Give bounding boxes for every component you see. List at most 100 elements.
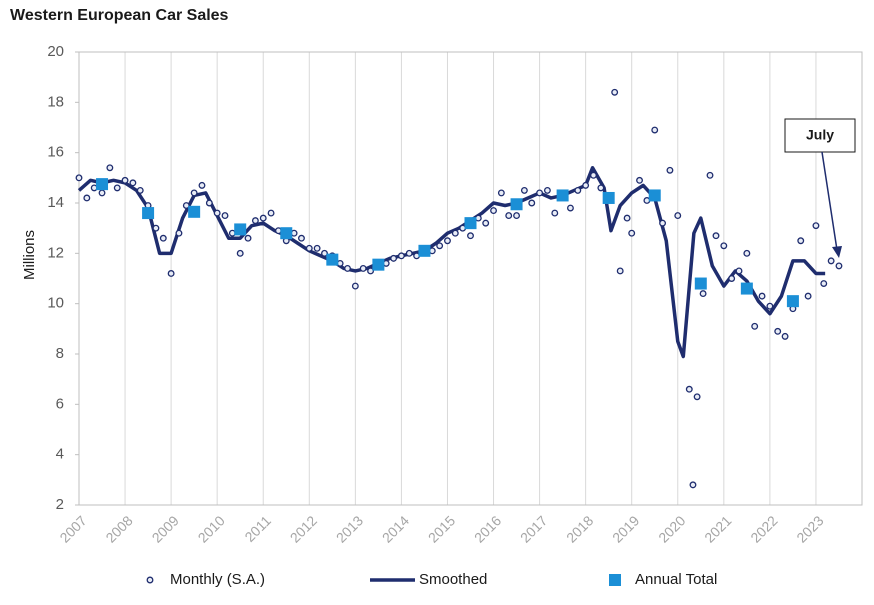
annual-marker xyxy=(372,258,385,271)
annual-marker xyxy=(648,189,661,202)
monthly-point xyxy=(198,181,206,189)
monthly-point xyxy=(797,237,805,245)
monthly-point xyxy=(351,282,359,290)
annual-marker xyxy=(556,189,569,202)
monthly-point xyxy=(167,270,175,277)
y-tick-label: 6 xyxy=(56,395,64,412)
x-tick-label: 2017 xyxy=(517,512,550,545)
monthly-point xyxy=(616,267,624,275)
monthly-point xyxy=(706,171,714,179)
monthly-point xyxy=(444,237,451,245)
monthly-point xyxy=(766,302,774,310)
annotation-arrowhead xyxy=(832,246,842,258)
monthly-point xyxy=(121,176,129,184)
x-tick-label: 2007 xyxy=(56,512,89,545)
monthly-point xyxy=(313,244,321,252)
annual-marker xyxy=(786,295,799,308)
monthly-point xyxy=(712,232,720,240)
monthly-point xyxy=(305,244,313,252)
monthly-point xyxy=(781,332,789,340)
monthly-point xyxy=(590,171,597,179)
monthly-point xyxy=(405,249,413,257)
monthly-point xyxy=(482,219,490,227)
monthly-point xyxy=(244,234,252,242)
monthly-point xyxy=(505,212,513,220)
monthly-point xyxy=(574,186,582,194)
monthly-point xyxy=(451,229,459,237)
monthly-point xyxy=(774,327,782,335)
monthly-point xyxy=(758,292,766,300)
monthly-point xyxy=(182,202,190,209)
x-tick-label: 2021 xyxy=(701,512,734,545)
monthly-point xyxy=(83,194,91,202)
monthly-point xyxy=(298,234,305,242)
monthly-point xyxy=(213,209,221,217)
monthly-point xyxy=(685,385,693,393)
annual-marker xyxy=(234,223,247,236)
monthly-point xyxy=(75,174,83,182)
monthly-point xyxy=(359,264,367,272)
x-tick-label: 2014 xyxy=(379,512,412,545)
monthly-point xyxy=(236,249,244,257)
monthly-point xyxy=(720,242,728,250)
monthly-point xyxy=(651,126,659,134)
monthly-point xyxy=(689,481,697,489)
monthly-point xyxy=(551,209,559,217)
monthly-point xyxy=(636,176,643,184)
monthly-point xyxy=(699,290,707,298)
monthly-point xyxy=(812,222,820,230)
legend-label: Smoothed xyxy=(419,571,487,588)
monthly-point xyxy=(623,214,631,222)
annual-marker xyxy=(142,207,155,220)
y-axis-label: Millions xyxy=(21,230,38,280)
monthly-point xyxy=(490,207,497,214)
monthly-point xyxy=(611,88,619,96)
monthly-point xyxy=(597,184,605,192)
x-tick-label: 2016 xyxy=(471,512,504,545)
monthly-point xyxy=(159,234,167,242)
monthly-point xyxy=(106,164,114,172)
x-tick-label: 2020 xyxy=(655,512,688,545)
y-tick-label: 12 xyxy=(47,244,64,261)
annual-marker xyxy=(510,198,523,211)
annual-marker xyxy=(418,244,431,257)
monthly-point xyxy=(267,209,275,217)
smoothed-line xyxy=(77,166,826,359)
annual-marker xyxy=(188,205,201,218)
monthly-point xyxy=(497,189,505,197)
monthly-point xyxy=(520,186,528,194)
monthly-point xyxy=(190,189,198,197)
x-tick-label: 2010 xyxy=(195,512,228,545)
annotation-arrow xyxy=(821,151,838,251)
legend-item: Monthly (S.A.) xyxy=(146,571,265,588)
annual-marker xyxy=(740,282,753,295)
monthly-point xyxy=(175,229,183,237)
annual-marker xyxy=(326,253,339,266)
annual-marker xyxy=(96,178,109,191)
y-tick-label: 10 xyxy=(47,295,64,312)
annual-marker xyxy=(602,191,615,204)
monthly-point xyxy=(743,249,751,257)
monthly-point xyxy=(835,262,843,270)
plot-area: 2007 2008 2009 2010 2011 2012 2013 2014 2015 2016… xyxy=(47,43,863,546)
y-tick-label: 20 xyxy=(47,43,64,60)
plot-border xyxy=(78,51,863,506)
y-tick-label: 18 xyxy=(47,93,64,110)
y-tick-label: 4 xyxy=(56,446,64,463)
x-tick-label: 2022 xyxy=(747,512,780,545)
monthly-point xyxy=(259,214,267,222)
x-tick-label: 2018 xyxy=(563,512,596,545)
annual-marker xyxy=(280,227,293,240)
chart-title: Western European Car Sales xyxy=(10,7,229,24)
monthly-point xyxy=(344,264,351,272)
monthly-point xyxy=(98,189,106,197)
monthly-point xyxy=(390,254,398,262)
annual-marker xyxy=(694,277,707,290)
monthly-point xyxy=(804,292,812,300)
x-tick-label: 2008 xyxy=(102,512,135,545)
monthly-point xyxy=(735,267,743,275)
monthly-point xyxy=(436,242,444,250)
monthly-point xyxy=(751,322,759,330)
legend-swatch xyxy=(609,574,621,586)
